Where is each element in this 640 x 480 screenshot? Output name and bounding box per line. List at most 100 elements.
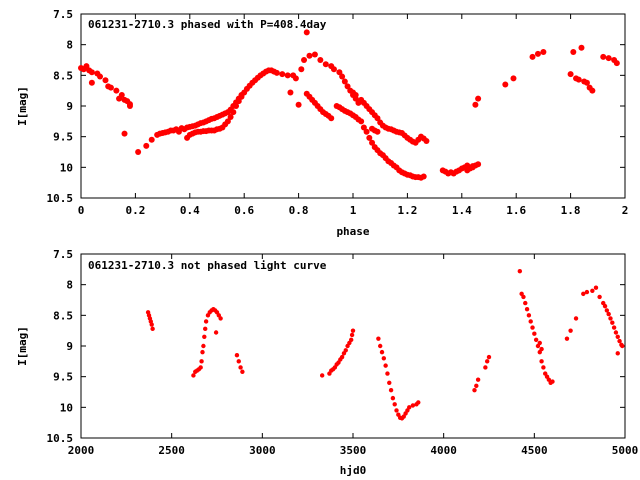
data-point (234, 353, 240, 358)
data-point (613, 330, 619, 335)
data-point (233, 103, 240, 109)
data-point (615, 334, 620, 339)
x-tick-label: 0.6 (234, 204, 254, 217)
data-point (374, 115, 381, 122)
y-tick-label: 10 (60, 401, 73, 414)
data-point (510, 75, 517, 82)
data-point (366, 134, 373, 141)
data-point (583, 79, 590, 86)
data-point (407, 405, 412, 410)
x-tick-label: 5000 (612, 444, 639, 457)
y-tick-label: 10.5 (47, 432, 74, 445)
phased-light-curve-panel: 0 0.2 0.4 0.6 0.8 1 1.2 1.4 1.6 1.8 2 7.5 8 8.5 9 9.5 10… (16, 8, 628, 238)
data-point (475, 161, 482, 168)
y-tick-label: 8 (66, 279, 73, 292)
data-point (311, 51, 318, 58)
data-point (378, 343, 383, 349)
data-point (523, 300, 528, 306)
data-point (287, 89, 294, 96)
data-point (148, 136, 155, 143)
data-point (615, 351, 620, 356)
y-axis-title: I[mag] (16, 326, 29, 366)
y-tick-label: 10 (60, 161, 73, 174)
data-point (83, 63, 90, 70)
data-point (410, 403, 416, 408)
data-point (564, 336, 570, 341)
y-tick-label: 9 (66, 100, 73, 113)
data-point (597, 294, 602, 300)
x-tick-label: 4000 (430, 444, 457, 457)
data-point (330, 66, 337, 73)
data-point (227, 114, 234, 121)
y-tick-label: 8 (66, 39, 73, 52)
data-point (578, 44, 585, 51)
data-point (191, 373, 196, 378)
x-tick-label: 1.6 (506, 204, 526, 217)
data-point (339, 354, 345, 360)
y-tick-label: 8.5 (53, 69, 73, 82)
data-point (416, 400, 421, 405)
y-tick-label: 9 (66, 340, 73, 353)
data-point (292, 75, 299, 82)
data-point (474, 383, 479, 389)
x-tick-label: 1.2 (397, 204, 417, 217)
data-point (369, 139, 376, 146)
data-point (534, 50, 541, 57)
data-point (143, 142, 150, 149)
data-point (472, 387, 477, 393)
data-point (301, 57, 308, 63)
data-point (284, 72, 291, 79)
data-point (363, 128, 370, 135)
data-point (606, 311, 611, 317)
data-point (540, 49, 547, 56)
data-point (344, 83, 351, 90)
data-point (550, 379, 555, 384)
unphased-light-curve-panel: 2000 2500 3000 3500 4000 4500 5000 7.5 8 8.5 9 9.5 1… (16, 248, 638, 477)
data-point (605, 55, 612, 62)
data-point (376, 336, 381, 341)
x-tick-label: 0.4 (180, 204, 200, 217)
data-point (390, 395, 396, 401)
data-point (317, 57, 324, 63)
data-point (213, 330, 219, 335)
data-point (238, 93, 245, 100)
x-tick-label: 3500 (340, 444, 367, 457)
data-point (350, 328, 356, 333)
data-point (613, 60, 620, 67)
data-point (135, 149, 142, 155)
x-tick-label: 0.2 (125, 204, 145, 217)
data-point (608, 316, 613, 321)
data-point (379, 349, 385, 355)
data-point (88, 79, 95, 86)
plot-frame (80, 253, 626, 439)
data-point (604, 308, 610, 313)
y-axis-title: I[mag] (16, 86, 29, 126)
data-point (486, 354, 492, 360)
y-tick-label: 7.5 (53, 8, 73, 21)
data-point (88, 69, 95, 76)
data-point (475, 95, 482, 102)
data-point (602, 303, 608, 309)
data-point (611, 325, 617, 330)
data-point (202, 334, 207, 339)
data-point (517, 268, 523, 274)
x-tick-label: 1.4 (452, 204, 472, 217)
data-point (352, 91, 359, 98)
chart-title: 061231-2710.3 not phased light curve (88, 259, 327, 272)
data-point (383, 363, 388, 368)
x-tick-label: 4500 (521, 444, 548, 457)
data-point (328, 115, 335, 122)
data-point (484, 359, 490, 364)
data-point (575, 76, 582, 83)
data-point (528, 319, 533, 324)
y-tick-label: 7.5 (53, 248, 73, 261)
data-point (584, 289, 590, 295)
data-point (469, 163, 476, 170)
plot-frame (80, 13, 626, 199)
data-point (273, 69, 280, 76)
data-point (524, 307, 530, 312)
data-points (78, 29, 620, 181)
y-tick-label: 8.5 (53, 309, 73, 322)
x-tick-label: 2500 (158, 444, 185, 457)
